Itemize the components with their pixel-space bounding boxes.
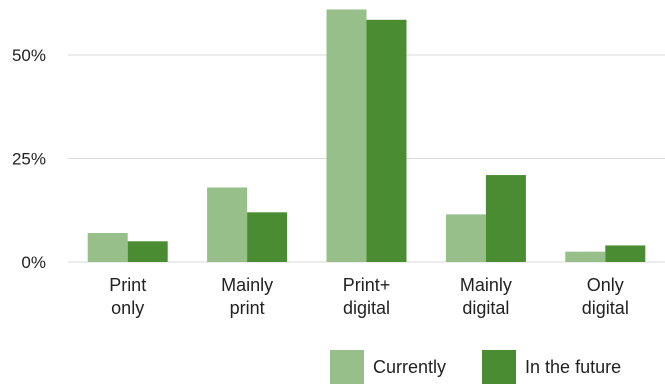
bar-in-the-future <box>247 212 288 262</box>
bar-currently <box>445 214 486 262</box>
bar-in-the-future <box>366 19 407 263</box>
x-category-label: Print only <box>109 275 146 318</box>
x-category-label: Mainly print <box>221 275 273 318</box>
legend-item-currently: Currently <box>330 350 446 384</box>
bar-in-the-future <box>127 241 168 262</box>
legend-label-currently: Currently <box>373 356 447 377</box>
y-axis-tick-labels: 0% 25% 50% <box>12 46 46 272</box>
legend: Currently In the future <box>330 350 657 384</box>
bar-currently <box>87 233 128 262</box>
bar-in-the-future <box>605 245 646 262</box>
x-category-label: Only digital <box>582 275 629 318</box>
x-axis-category-labels: Print only Mainly print Print+ digital Mainly d… <box>109 275 629 318</box>
y-tick-label: 25% <box>12 150 46 169</box>
legend-label-in-the-future: In the future <box>525 356 622 377</box>
y-tick-label: 50% <box>12 46 46 65</box>
bar-in-the-future <box>485 175 526 262</box>
x-category-label: Print+ digital <box>343 275 391 318</box>
legend-swatch-currently <box>330 350 364 384</box>
y-tick-label: 0% <box>21 253 46 272</box>
bars <box>87 9 646 263</box>
bar-currently <box>326 9 367 262</box>
bar-currently <box>565 251 606 262</box>
x-category-label: Mainly digital <box>460 275 512 318</box>
bar-chart: 0% 25% 50% Print only Mainly print Print+ digit… <box>12 9 665 318</box>
legend-item-in-the-future: In the future <box>482 350 621 384</box>
bar-currently <box>207 187 248 262</box>
legend-swatch-in-the-future <box>482 350 517 384</box>
